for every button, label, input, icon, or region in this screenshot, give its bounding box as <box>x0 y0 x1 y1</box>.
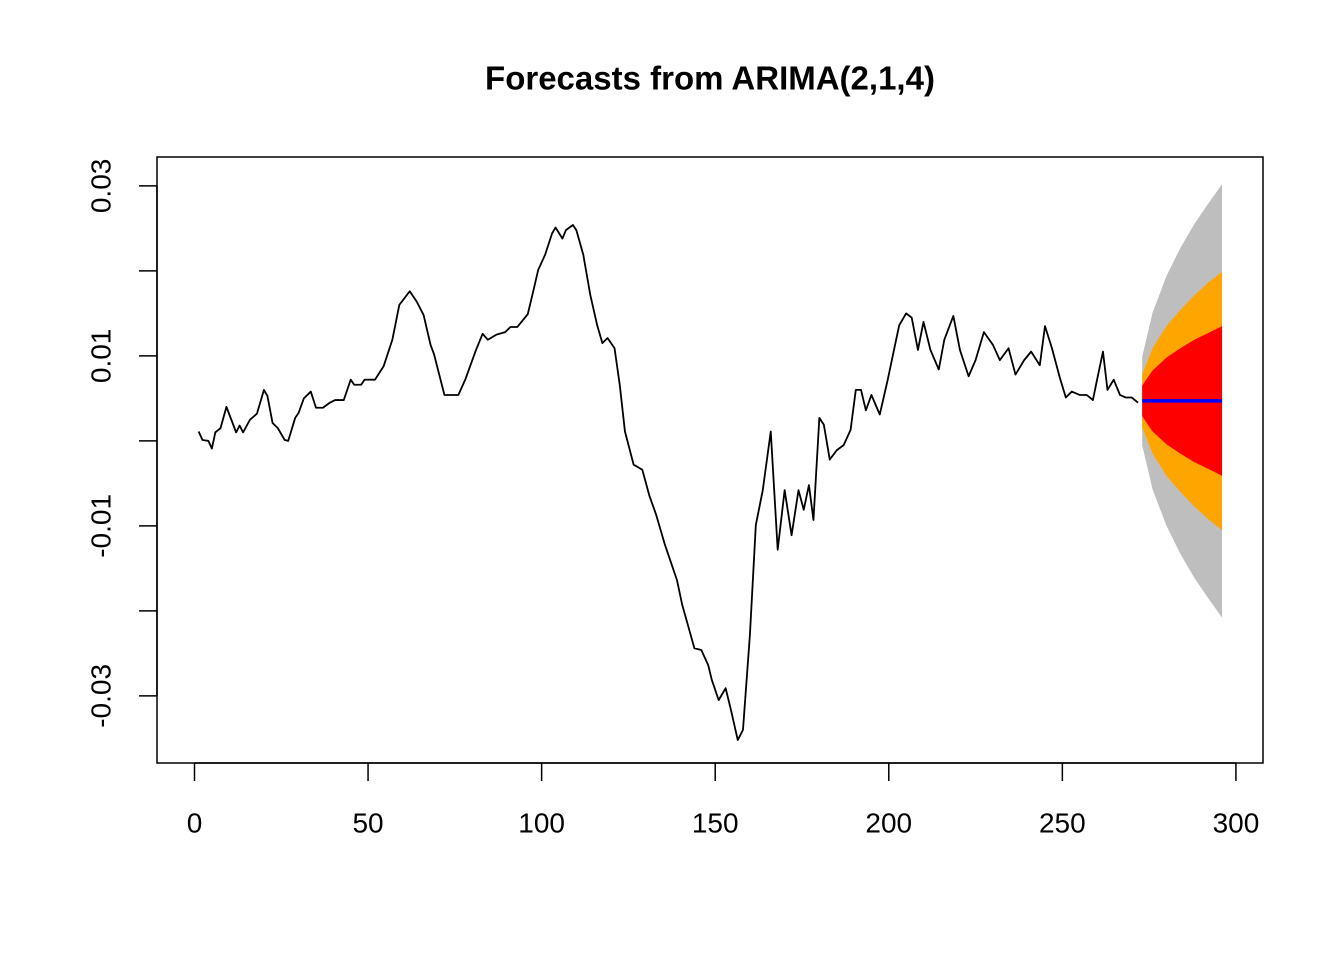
x-tick-label: 250 <box>1039 807 1086 838</box>
x-tick-label: 150 <box>692 807 739 838</box>
x-tick-label: 100 <box>518 807 565 838</box>
x-tick-label: 0 <box>187 807 203 838</box>
x-tick-label: 200 <box>865 807 912 838</box>
y-tick-label: 0.01 <box>85 329 116 384</box>
y-tick-label: -0.03 <box>85 664 116 728</box>
y-tick-label: 0.03 <box>85 159 116 214</box>
y-tick-label: -0.01 <box>85 494 116 558</box>
x-tick-label: 300 <box>1213 807 1260 838</box>
x-tick-label: 50 <box>352 807 383 838</box>
series-line <box>197 224 1139 741</box>
chart-title: Forecasts from ARIMA(2,1,4) <box>485 60 935 97</box>
